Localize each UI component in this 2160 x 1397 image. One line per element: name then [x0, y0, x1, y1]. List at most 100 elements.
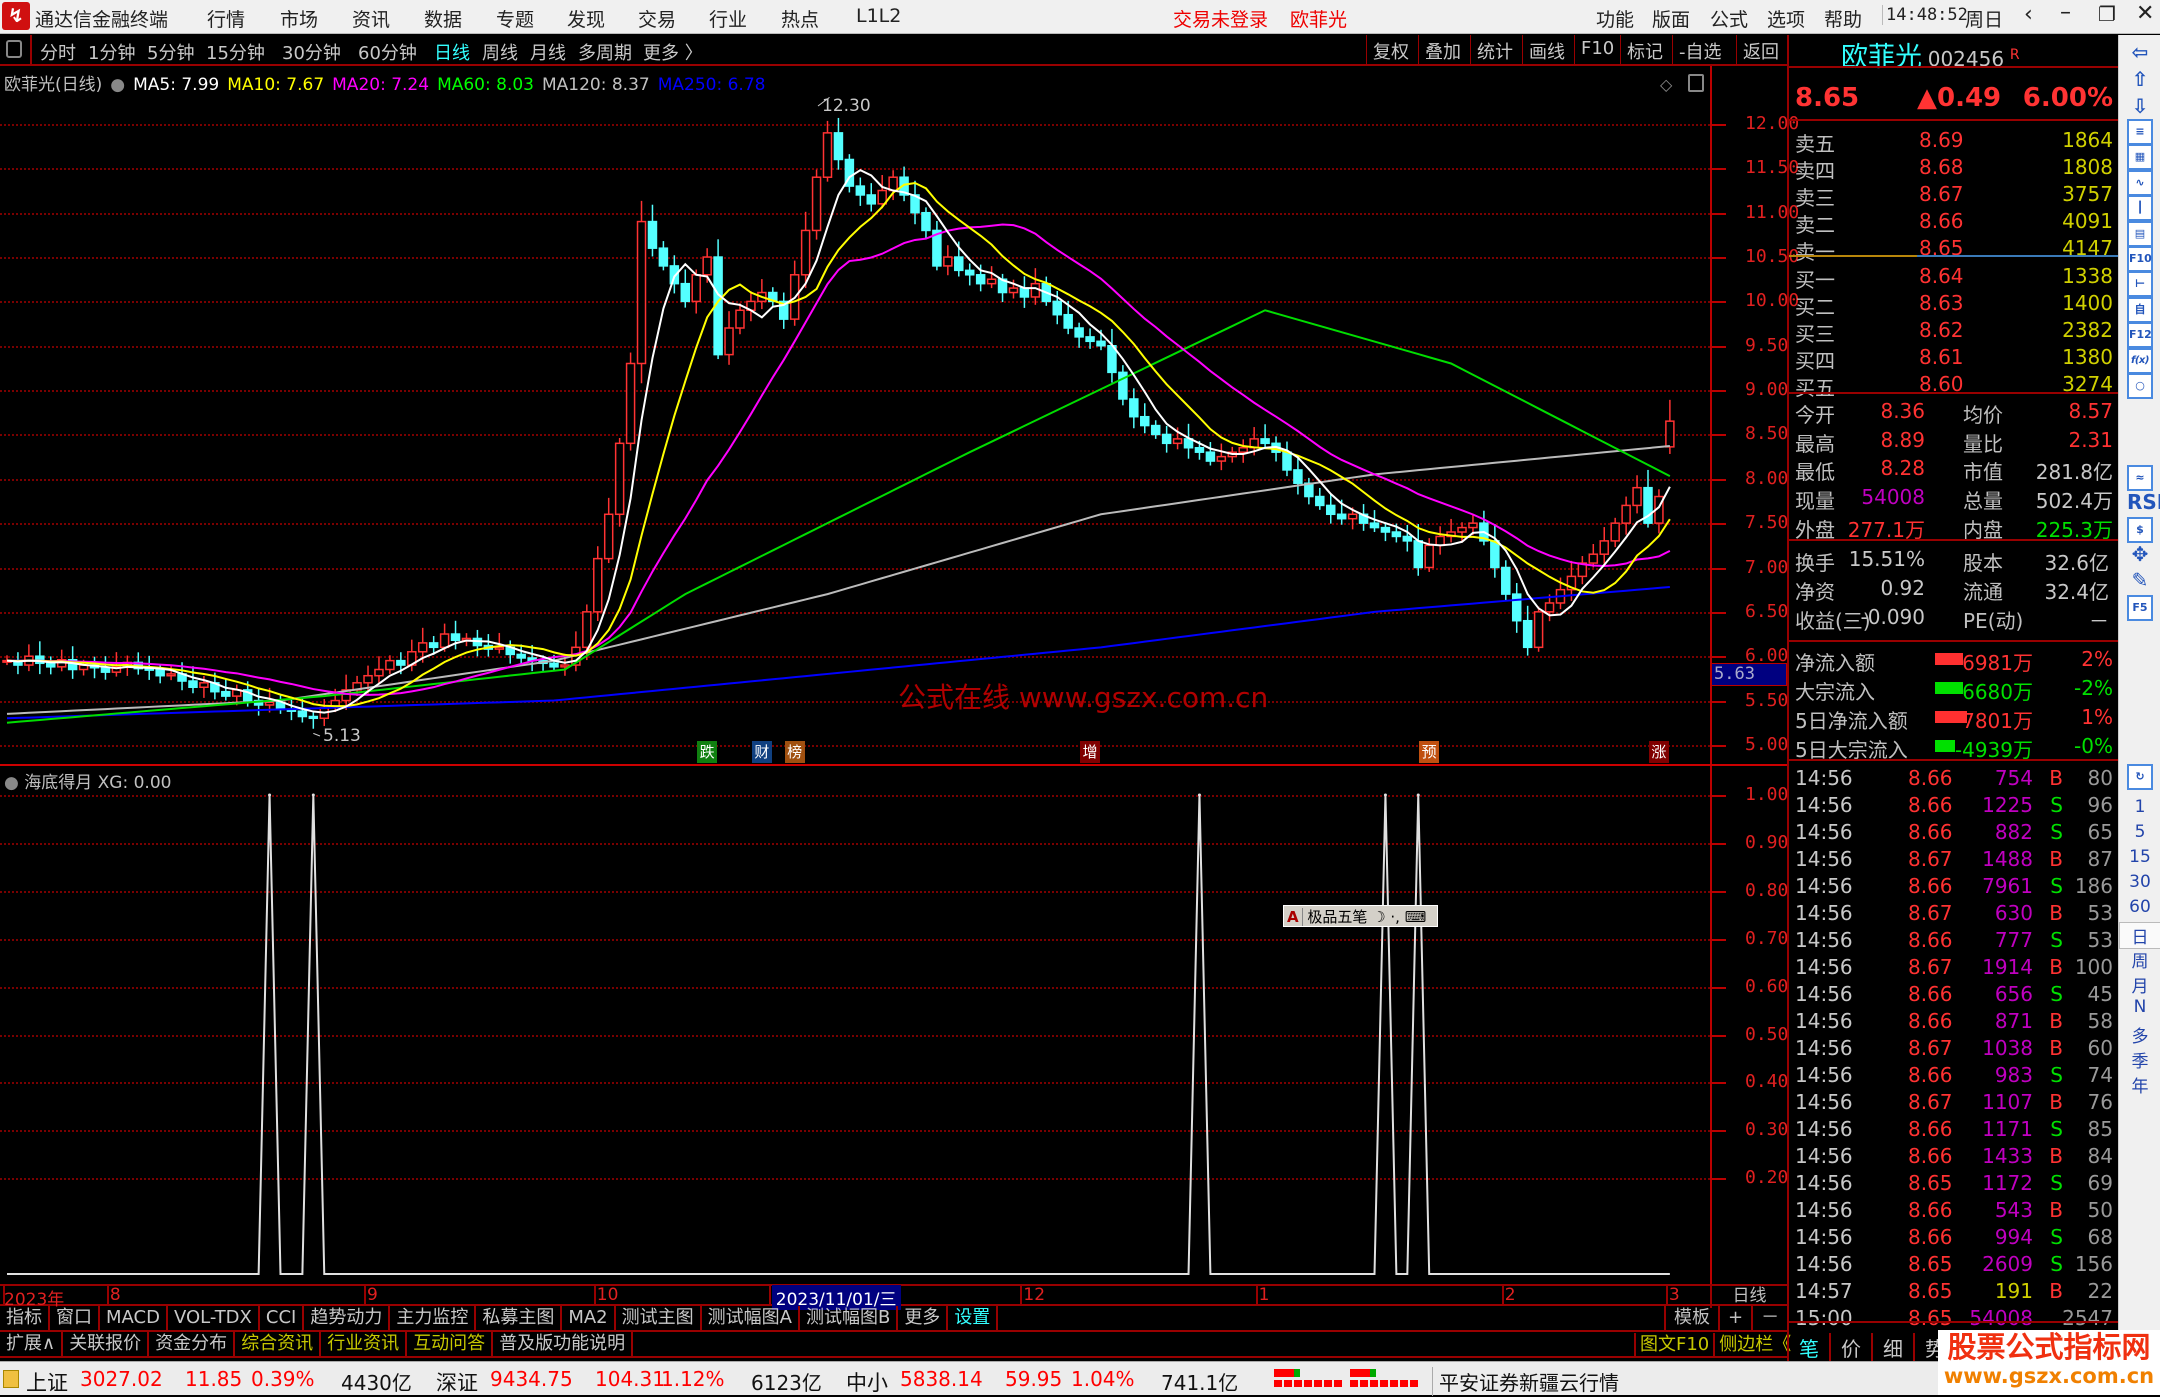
- candle[interactable]: [1643, 486, 1653, 524]
- extension-right-1[interactable]: 侧边栏《: [1713, 1333, 1795, 1357]
- candle[interactable]: [549, 662, 559, 668]
- tool-button-7[interactable]: 返回: [1736, 35, 1785, 64]
- template-button-1[interactable]: +: [1718, 1306, 1751, 1330]
- kline-chart-icon[interactable]: ┃: [2127, 195, 2153, 222]
- rsi-icon[interactable]: RSI: [2127, 490, 2160, 514]
- candle[interactable]: [702, 256, 712, 276]
- f10-icon[interactable]: F10: [2127, 246, 2153, 272]
- candle[interactable]: [658, 247, 669, 267]
- candle[interactable]: [614, 442, 625, 516]
- candle[interactable]: [1008, 287, 1019, 294]
- indicator-tab-0[interactable]: 指标: [0, 1306, 50, 1330]
- candle[interactable]: [297, 710, 308, 718]
- menu-banmian[interactable]: 版面: [1652, 9, 1691, 31]
- period-shortcut-4[interactable]: 60: [2129, 897, 2151, 917]
- tool-button-1[interactable]: 叠加: [1418, 35, 1467, 64]
- ime-name[interactable]: 极品五笔: [1307, 908, 1368, 926]
- menu-bangzhu[interactable]: 帮助: [1824, 9, 1863, 31]
- menu-zhuanti[interactable]: 专题: [496, 9, 535, 31]
- login-status[interactable]: 交易未登录: [1173, 9, 1269, 31]
- candle[interactable]: [1052, 300, 1062, 316]
- candle[interactable]: [964, 269, 975, 276]
- candle[interactable]: [417, 642, 428, 653]
- period-tab-3[interactable]: 15分钟: [206, 43, 265, 64]
- extension-tab-1[interactable]: 关联报价: [63, 1332, 150, 1356]
- tool-button-2[interactable]: 统计: [1470, 35, 1519, 64]
- period-tab-5[interactable]: 60分钟: [358, 43, 417, 64]
- windows-icon[interactable]: ▤: [2127, 220, 2153, 247]
- candle[interactable]: [396, 659, 406, 666]
- candle[interactable]: [1588, 553, 1599, 564]
- candle[interactable]: [1019, 287, 1030, 298]
- wave-icon[interactable]: ≈: [2127, 465, 2153, 491]
- candle[interactable]: [1150, 424, 1161, 436]
- panel-toggle-icon[interactable]: [6, 40, 22, 58]
- candle[interactable]: [932, 229, 942, 267]
- ime-punct-icon[interactable]: ·,: [1385, 908, 1405, 926]
- candle[interactable]: [1347, 513, 1358, 520]
- candle[interactable]: [593, 557, 603, 613]
- pencil-icon[interactable]: ✎: [2131, 568, 2149, 592]
- candle[interactable]: [1599, 540, 1609, 555]
- candle[interactable]: [778, 300, 789, 320]
- ime-moon-icon[interactable]: ☽: [1372, 908, 1386, 926]
- period-tab-2[interactable]: 5分钟: [147, 43, 195, 64]
- index-name[interactable]: 深证: [436, 1371, 478, 1395]
- f5-icon[interactable]: F5: [2127, 595, 2153, 621]
- event-marker[interactable]: 财: [751, 741, 772, 763]
- candle[interactable]: [1501, 566, 1511, 595]
- candle[interactable]: [1610, 522, 1620, 542]
- candle[interactable]: [374, 668, 384, 677]
- template-button-2[interactable]: －: [1751, 1306, 1787, 1330]
- candle[interactable]: [877, 189, 887, 205]
- menu-shichang[interactable]: 市场: [280, 9, 319, 31]
- period-tab-9[interactable]: 多周期: [578, 43, 632, 64]
- candle[interactable]: [866, 194, 877, 205]
- period-shortcut-9[interactable]: 多: [2131, 1027, 2149, 1047]
- candle[interactable]: [242, 689, 253, 702]
- back-icon[interactable]: ‹: [2024, 2, 2033, 27]
- menu-gongshi[interactable]: 公式: [1710, 9, 1749, 31]
- candle[interactable]: [1632, 486, 1642, 507]
- close-icon[interactable]: ✕: [2136, 1, 2155, 26]
- event-marker[interactable]: 涨: [1648, 741, 1669, 763]
- candle[interactable]: [1533, 611, 1544, 649]
- candle[interactable]: [943, 256, 953, 267]
- period-tab-10[interactable]: 更多 〉: [643, 43, 703, 64]
- candle[interactable]: [1161, 433, 1172, 445]
- candle[interactable]: [1522, 619, 1533, 649]
- candle[interactable]: [1665, 420, 1675, 448]
- period-shortcut-3[interactable]: 30: [2129, 872, 2151, 892]
- candle[interactable]: [494, 646, 505, 650]
- candle[interactable]: [735, 309, 745, 329]
- indicator-tab-13[interactable]: 设置: [948, 1306, 999, 1330]
- -icon[interactable]: 自: [2127, 296, 2153, 323]
- period-tab-6[interactable]: 日线: [434, 43, 470, 64]
- candle[interactable]: [450, 633, 461, 641]
- candle[interactable]: [1118, 371, 1128, 400]
- candle[interactable]: [188, 680, 198, 688]
- candle[interactable]: [1413, 540, 1424, 569]
- candle[interactable]: [1457, 526, 1467, 533]
- candle[interactable]: [100, 666, 111, 673]
- candle[interactable]: [1315, 495, 1325, 507]
- candle[interactable]: [1336, 513, 1347, 520]
- event-marker[interactable]: 增: [1080, 741, 1101, 763]
- multi-stock-icon[interactable]: ▦: [2127, 144, 2153, 171]
- server-name[interactable]: 平安证券新疆云行情: [1432, 1367, 1619, 1396]
- candle[interactable]: [199, 682, 209, 688]
- candle[interactable]: [833, 132, 844, 161]
- candle[interactable]: [1140, 415, 1150, 427]
- tool-button-6[interactable]: -自选: [1672, 35, 1728, 64]
- indicator-tab-5[interactable]: 趋势动力: [304, 1306, 391, 1330]
- ime-keyboard-icon[interactable]: ⌨: [1404, 908, 1427, 926]
- candle[interactable]: [975, 274, 986, 285]
- indicator-tab-11[interactable]: 测试幅图B: [800, 1306, 899, 1330]
- indicator-chart[interactable]: ● 海底得月 XG: 0.00 1.00 0.90 0.80 0.70 0.60 0.50…: [0, 766, 1788, 1284]
- candle[interactable]: [308, 715, 319, 720]
- minimize-icon[interactable]: –: [2060, 0, 2071, 25]
- candle[interactable]: [1282, 451, 1292, 471]
- candle[interactable]: [1096, 340, 1106, 347]
- menu-faxian[interactable]: 发现: [567, 9, 606, 31]
- candle[interactable]: [1621, 504, 1631, 524]
